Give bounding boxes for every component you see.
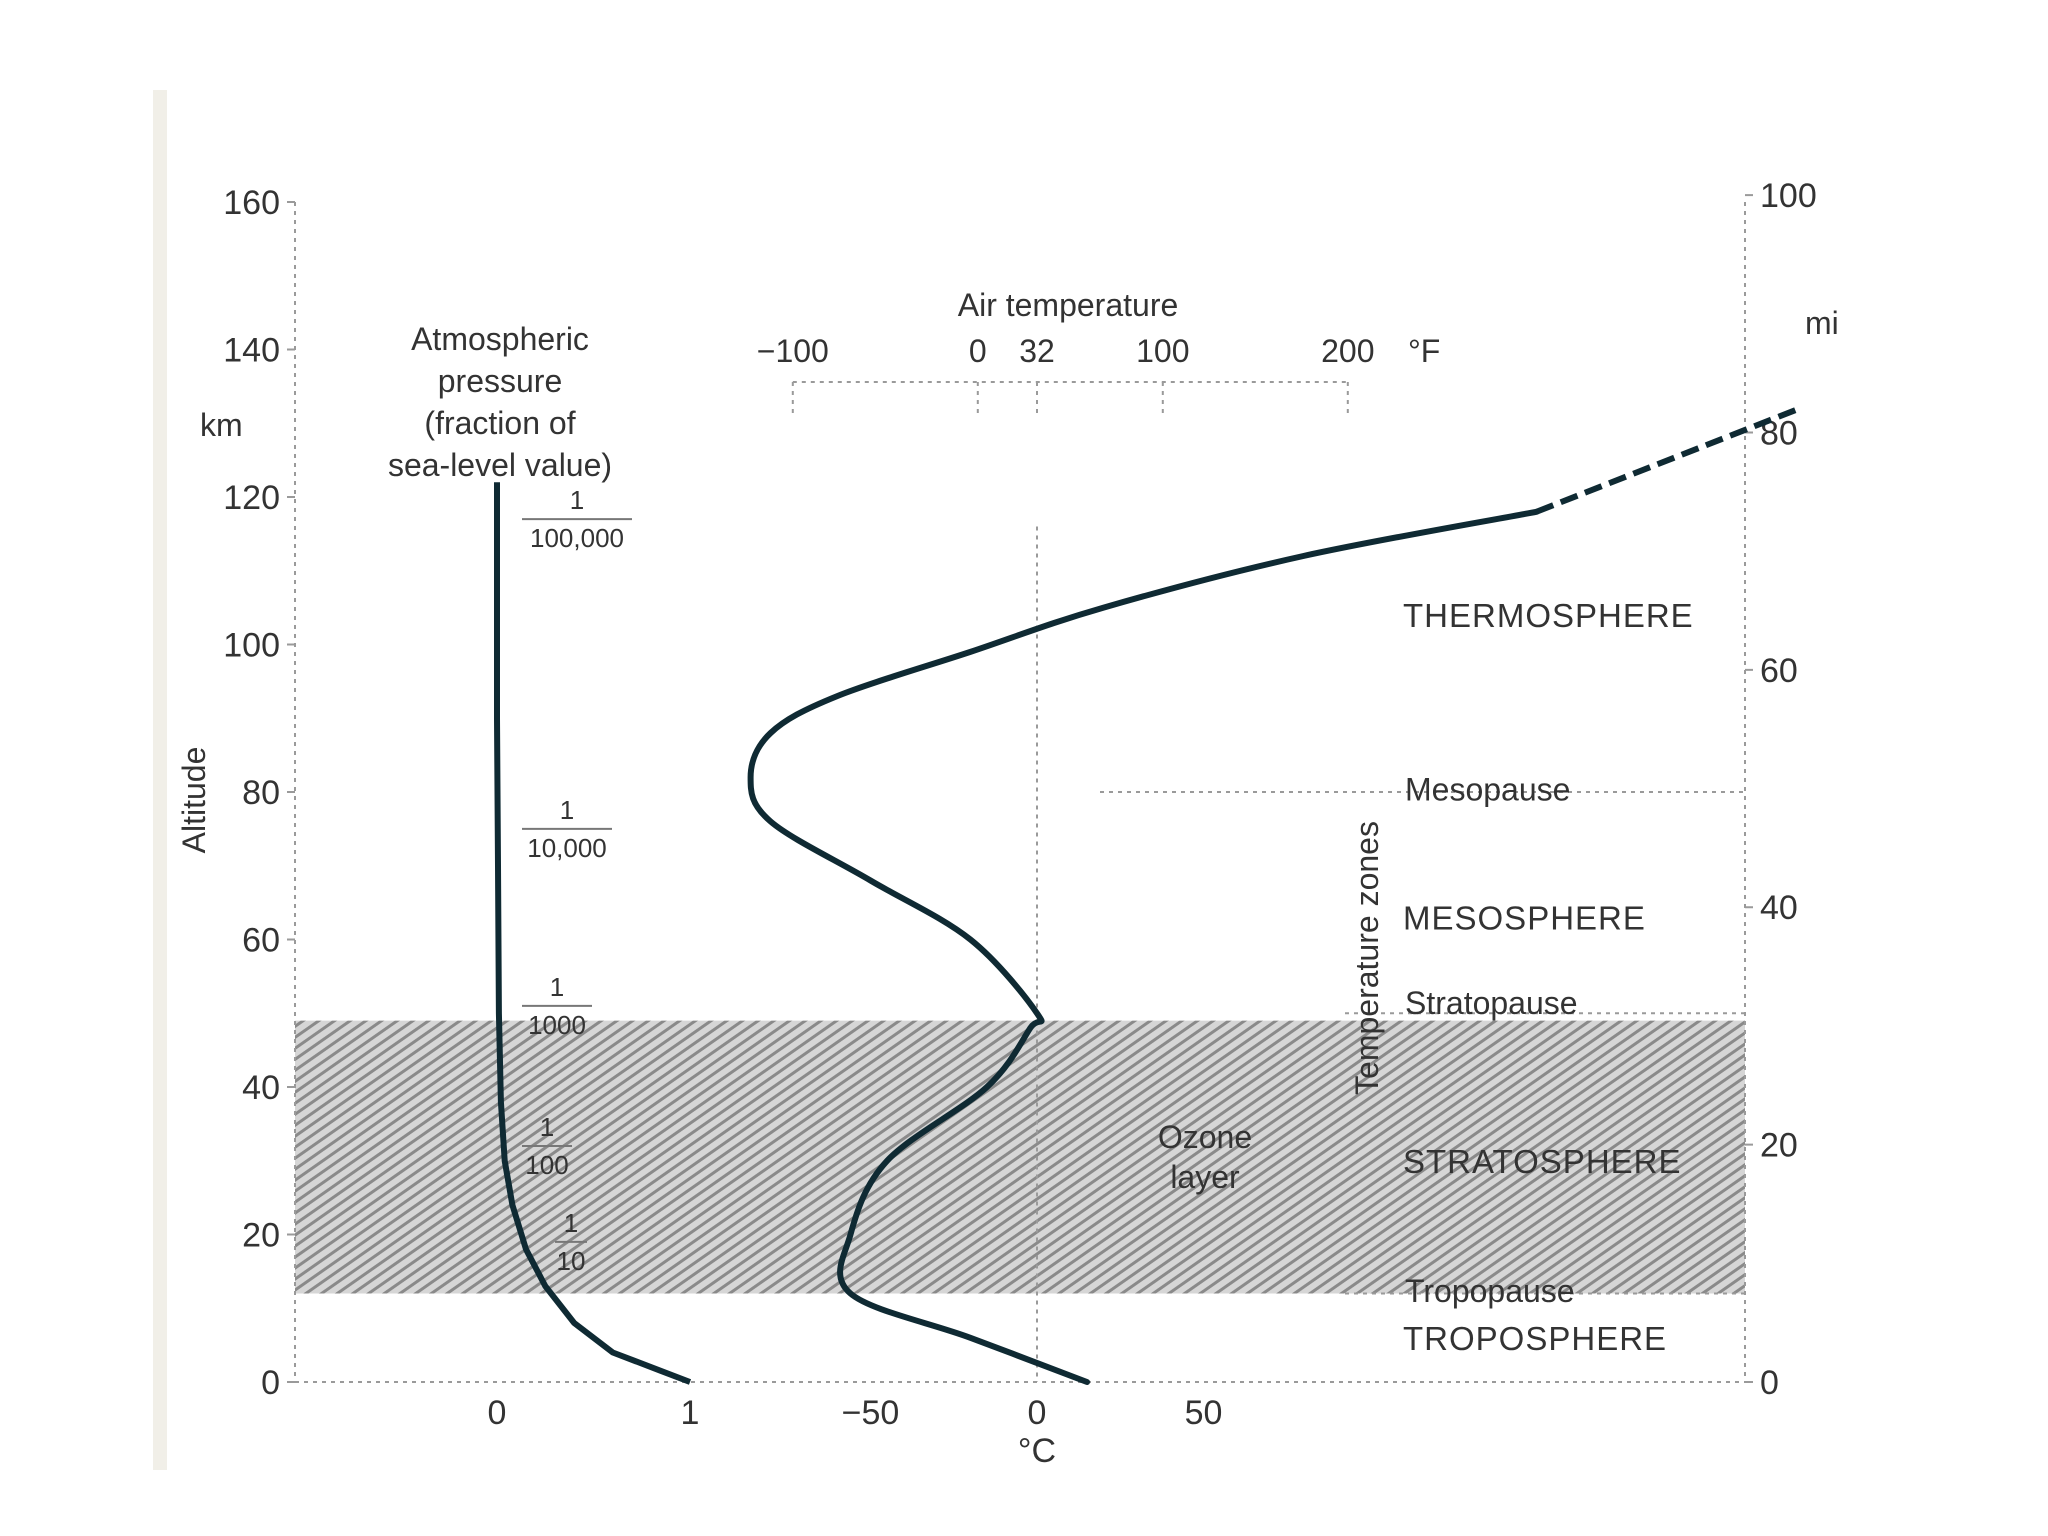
fahrenheit-tick-label: −100 [757, 333, 829, 369]
km-tick-label: 80 [242, 774, 280, 812]
ozone-label-line: layer [1170, 1159, 1240, 1195]
fahrenheit-unit-label: °F [1408, 333, 1440, 369]
pressure-fraction-numerator: 1 [564, 1208, 578, 1238]
fahrenheit-tick-label: 200 [1321, 333, 1374, 369]
ozone-label-line: Ozone [1158, 1119, 1252, 1155]
km-tick-label: 20 [242, 1217, 280, 1255]
celsius-unit-label: °C [1018, 1432, 1056, 1470]
series [494, 405, 1801, 1385]
pressure-curve [494, 482, 692, 1385]
air-temperature-title: Air temperature [958, 287, 1179, 323]
km-tick-label: 100 [223, 627, 280, 665]
fahrenheit-tick-label: 32 [1019, 333, 1055, 369]
altitude-axis-label: Altitude [176, 747, 212, 854]
pressure-tick-label: 0 [488, 1394, 507, 1432]
pressure-fraction-numerator: 1 [540, 1112, 554, 1142]
pressure-fraction-denominator: 100,000 [530, 523, 624, 553]
pressure-fraction-numerator: 1 [570, 485, 584, 515]
boundary-label-tropopause: Tropopause [1405, 1273, 1575, 1309]
pressure-fraction-numerator: 1 [550, 972, 564, 1002]
mi-tick-label: 60 [1760, 652, 1798, 690]
ozone-band [295, 1020, 1745, 1294]
celsius-tick-label: −50 [842, 1394, 900, 1432]
temperature-zones-label: Temperature zones [1349, 821, 1385, 1095]
zone-label-thermosphere: THERMOSPHERE [1403, 597, 1694, 634]
temperature-curve [747, 508, 1540, 1385]
pressure-title-line: Atmospheric [411, 321, 589, 357]
grid [294, 202, 1746, 1383]
pressure-title-line: sea-level value) [388, 447, 612, 483]
axes: 020406080100120140160kmAltitude020406080… [176, 177, 1839, 1470]
mi-tick-label: 0 [1760, 1364, 1779, 1402]
celsius-tick-label: 50 [1185, 1394, 1223, 1432]
zone-label-stratosphere: STRATOSPHERE [1403, 1143, 1682, 1180]
pressure-fraction-denominator: 1000 [528, 1010, 586, 1040]
km-tick-label: 40 [242, 1069, 280, 1107]
mi-tick-label: 40 [1760, 889, 1798, 927]
km-tick-label: 160 [223, 184, 280, 222]
km-tick-label: 120 [223, 479, 280, 517]
celsius-tick-label: 0 [1028, 1394, 1047, 1432]
mi-tick-label: 20 [1760, 1127, 1798, 1165]
zone-label-mesosphere: MESOSPHERE [1403, 899, 1646, 936]
pressure-fraction-numerator: 1 [560, 795, 574, 825]
labels: 1 100,000 1 10,000 1 1000 1 100 1 10 TROPOSPHERE ST… [522, 485, 1694, 1357]
boundary-label-stratopause: Stratopause [1405, 985, 1578, 1021]
km-tick-label: 140 [223, 332, 280, 370]
km-unit-label: km [200, 407, 243, 443]
fahrenheit-tick-label: 0 [969, 333, 987, 369]
pressure-fraction-denominator: 100 [525, 1150, 568, 1180]
temperature-curve-extrapolated [1535, 405, 1801, 515]
mi-unit-label: mi [1805, 305, 1839, 341]
pressure-fraction-denominator: 10 [557, 1246, 586, 1276]
pressure-title-line: pressure [438, 363, 563, 399]
pressure-tick-label: 1 [681, 1394, 700, 1432]
km-tick-label: 0 [261, 1364, 280, 1402]
boundary-label-mesopause: Mesopause [1405, 771, 1570, 807]
km-tick-label: 60 [242, 922, 280, 960]
mi-tick-label: 100 [1760, 177, 1817, 215]
page-edge-strip [153, 90, 167, 1470]
ozone-layer [295, 1020, 1745, 1294]
pressure-fraction-denominator: 10,000 [527, 833, 607, 863]
fahrenheit-tick-label: 100 [1136, 333, 1189, 369]
pressure-title-line: (fraction of [424, 405, 575, 441]
zone-label-troposphere: TROPOSPHERE [1403, 1320, 1667, 1357]
